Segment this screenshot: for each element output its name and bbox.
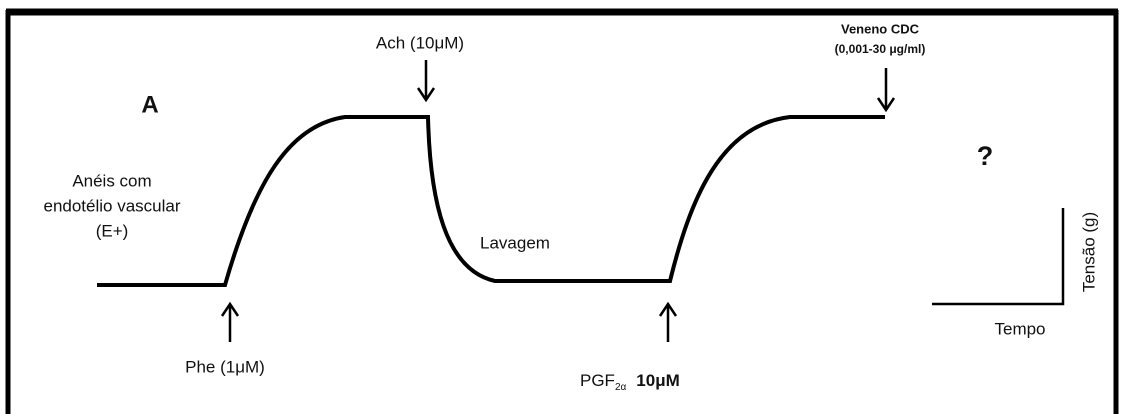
step-label-subscript: 2α: [615, 382, 627, 393]
step-label: Ach (10μM): [376, 33, 464, 52]
scale-bars: [932, 208, 1065, 306]
step-label: Lavagem: [480, 233, 550, 252]
arrows: [220, 60, 896, 342]
step-label-main: PGF: [580, 371, 615, 390]
state-line: endotélio vascular: [43, 196, 180, 215]
unknown-result: ?: [977, 141, 994, 171]
step-label-dose: 10μM: [636, 371, 679, 390]
state-line: (E+): [96, 221, 129, 240]
tension-trace: [97, 115, 885, 287]
state-line: Anéis com: [72, 171, 151, 190]
scale-y-label: Tensão (g): [1079, 212, 1098, 292]
step-label: Veneno CDC: [841, 21, 920, 36]
panel-label: A: [141, 91, 158, 118]
step-label: Phe (1μM): [185, 357, 265, 376]
arrow-pgf: [658, 301, 678, 342]
scale-x-label: Tempo: [994, 319, 1045, 338]
arrow-phe: [220, 301, 240, 342]
step-label: PGF2α 10μM: [580, 371, 680, 392]
arrow-venom: [876, 68, 896, 113]
arrow-ach: [416, 60, 436, 103]
step-label: (0,001-30 μg/ml): [835, 42, 926, 56]
